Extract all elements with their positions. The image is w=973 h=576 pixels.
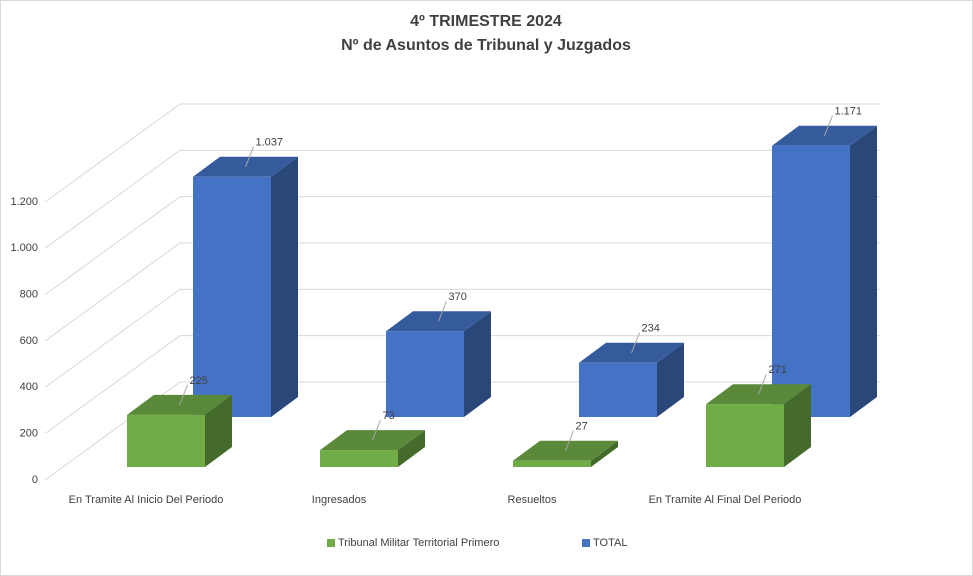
y-tick-label: 600 — [20, 335, 38, 347]
bar-side — [205, 394, 232, 467]
bar-side — [850, 125, 877, 418]
grid-line — [44, 242, 880, 342]
data-label: 225 — [190, 375, 208, 387]
data-label: 27 — [576, 421, 588, 433]
bar-side — [464, 311, 491, 417]
bar-side — [398, 430, 425, 467]
grid-line — [44, 335, 880, 435]
legend-swatch — [327, 539, 335, 547]
leader-line — [438, 301, 447, 322]
leader-line — [565, 430, 574, 451]
bar-side — [271, 156, 298, 418]
y-tick-label: 1.000 — [10, 242, 38, 254]
leader-line — [245, 146, 254, 167]
x-tick-label: En Tramite Al Inicio Del Periodo — [69, 494, 224, 506]
y-tick-label: 200 — [20, 428, 38, 440]
bar — [513, 460, 591, 467]
chart-title: 4º TRIMESTRE 2024 — [410, 13, 562, 30]
x-tick-label: Ingresados — [312, 494, 367, 506]
x-tick-label: Resueltos — [508, 494, 557, 506]
y-tick-label: 1.200 — [10, 196, 38, 208]
data-label: 271 — [769, 364, 787, 376]
bar — [772, 145, 850, 418]
grid-line — [44, 288, 880, 388]
data-label: 73 — [383, 410, 395, 422]
leader-line — [179, 384, 188, 406]
bar-side — [784, 384, 811, 467]
bar — [320, 450, 398, 467]
grid-line — [44, 149, 880, 249]
data-label: 1.171 — [835, 106, 863, 118]
bar-side — [591, 440, 618, 467]
chart-subtitle: Nº de Asuntos de Tribunal y Juzgados — [341, 37, 631, 54]
y-tick-label: 800 — [20, 289, 38, 301]
bar-side — [657, 342, 684, 417]
bar — [193, 176, 271, 417]
grid-line — [44, 196, 880, 296]
y-tick-label: 400 — [20, 381, 38, 393]
bar — [386, 331, 464, 417]
legend-swatch — [582, 539, 590, 547]
leader-line — [631, 332, 640, 353]
leader-line — [824, 115, 833, 136]
data-label: 1.037 — [256, 137, 284, 149]
leader-line — [372, 419, 381, 441]
y-tick-label: 0 — [32, 474, 38, 486]
leader-line — [758, 374, 767, 395]
data-label: 370 — [449, 291, 467, 303]
bar — [706, 404, 784, 467]
bar — [579, 362, 657, 417]
x-tick-label: En Tramite Al Final Del Periodo — [649, 494, 802, 506]
legend-label: Tribunal Militar Territorial Primero — [338, 537, 499, 549]
grid-line — [44, 103, 880, 203]
bar — [127, 414, 205, 467]
data-label: 234 — [642, 323, 660, 335]
legend-label: TOTAL — [593, 537, 627, 549]
